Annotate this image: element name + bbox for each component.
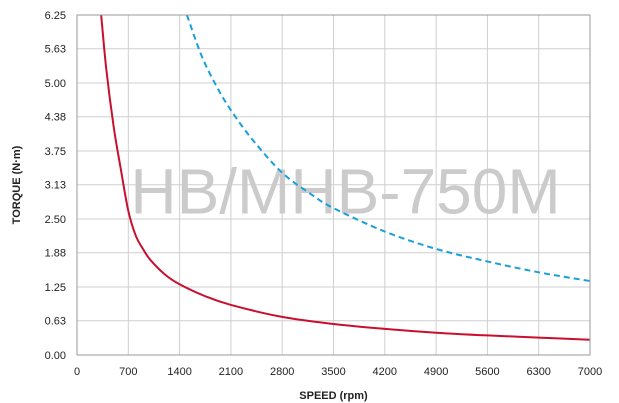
y-axis-title: TORQUE (N·m) [11,145,23,224]
y-tick-label: 5.63 [45,44,66,56]
x-tick-label: 7000 [578,366,602,378]
tick-labels: 0 700 1400 2100 2800 3500 4200 4900 5600 6300 7000… [45,10,603,378]
x-tick-label: 5600 [475,366,499,378]
series-dashed-line [185,15,590,283]
y-tick-label: 1.25 [45,282,66,294]
y-tick-label: 3.75 [45,146,66,158]
x-tick-label: 0 [74,366,80,378]
x-tick-label: 2800 [270,366,294,378]
y-tick-label: 1.88 [45,248,66,260]
plot-frame [76,14,591,356]
x-tick-label: 4900 [424,366,448,378]
series-layer [100,15,590,341]
y-tick-label: 2.50 [45,214,66,226]
y-tick-label: 4.38 [45,112,66,124]
x-tick-label: 4200 [373,366,397,378]
x-tick-label: 1400 [167,366,191,378]
y-tick-label: 6.25 [45,10,66,22]
series-solid-line [100,15,590,341]
y-tick-label: 3.13 [45,180,66,192]
y-tick-label: 0.63 [45,316,66,328]
y-tick-label: 5.00 [45,78,66,90]
x-tick-label: 2100 [219,366,243,378]
y-tick-label: 0.00 [45,350,66,362]
watermark-text: HB/MHB-750M [130,156,560,228]
x-tick-label: 6300 [526,366,550,378]
x-axis-title: SPEED (rpm) [299,390,368,402]
x-tick-label: 3500 [321,366,345,378]
axes [76,14,591,356]
x-tick-label: 700 [119,366,137,378]
